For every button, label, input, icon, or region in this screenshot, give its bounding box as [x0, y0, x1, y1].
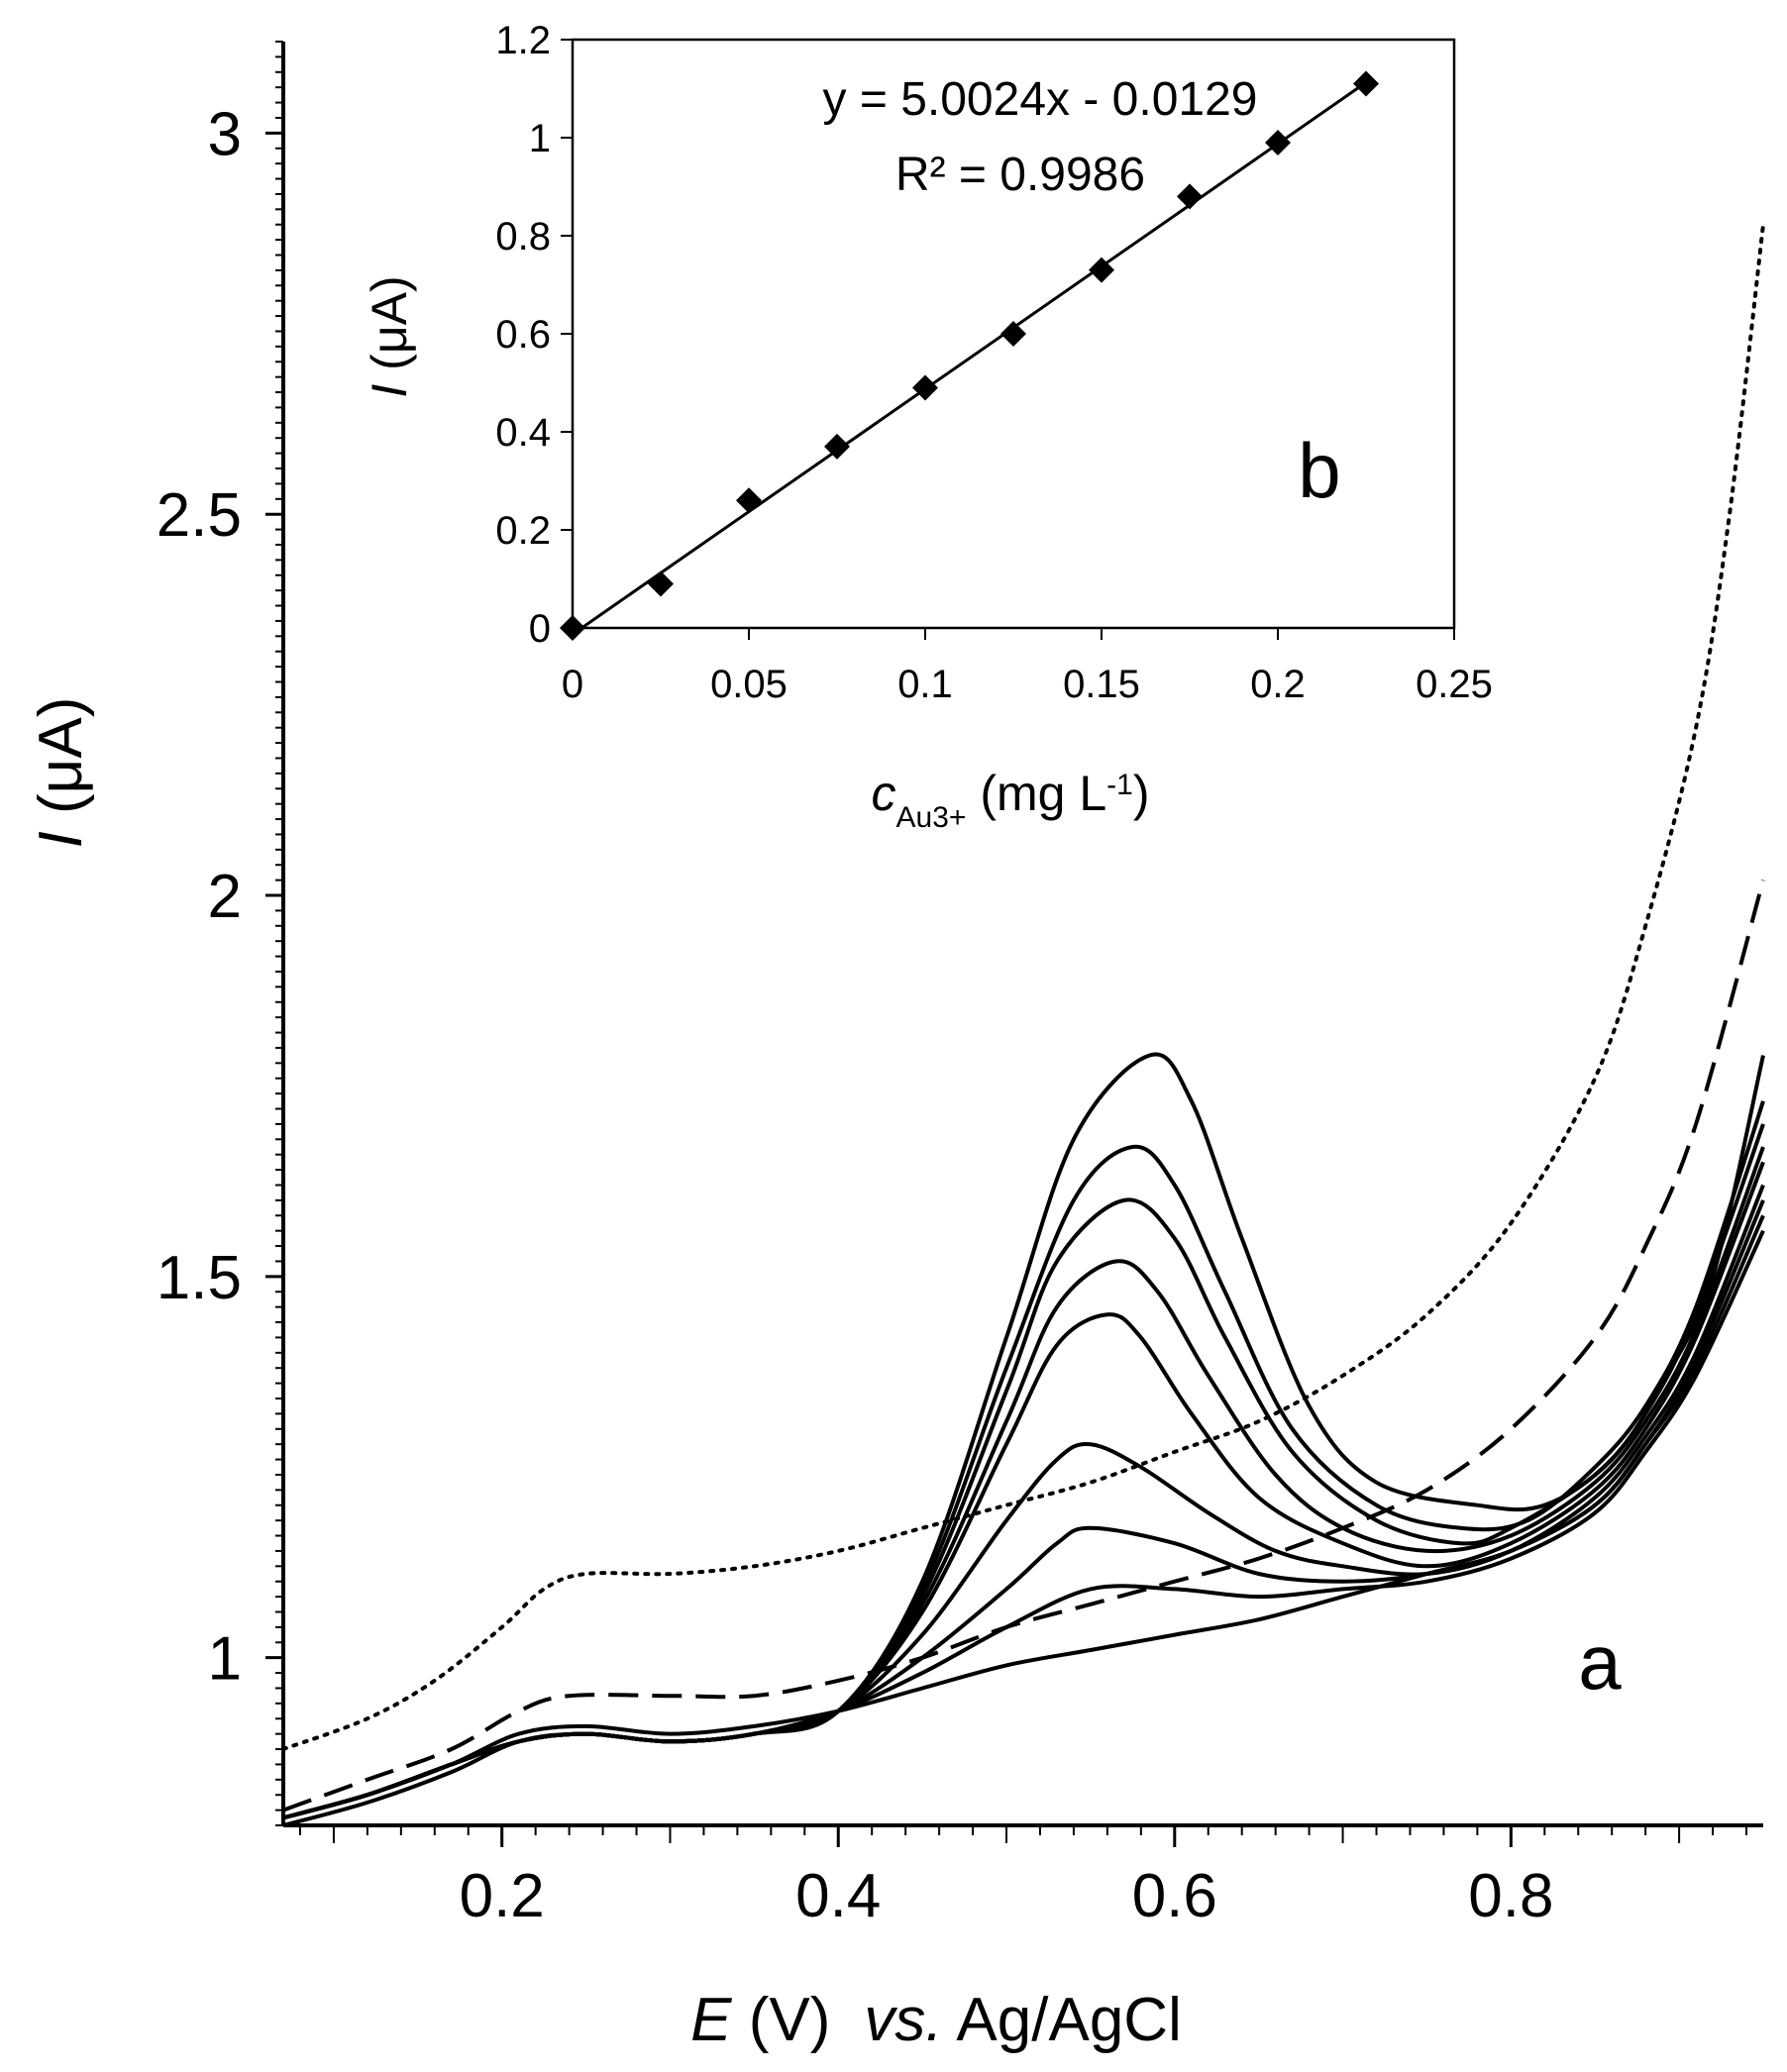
scatter-point [1089, 257, 1114, 283]
main-x-axis-vs: vs. [864, 1986, 942, 2054]
fit-r-squared: R² = 0.9986 [895, 149, 1145, 201]
inset-plot: 0 0.05 0.1 0.15 0.2 0.25 0 0.2 0.4 0.6 0.8 1 1.2 y =… [362, 19, 1493, 834]
inset-x-axis-symbol: c [872, 766, 896, 821]
main-y-tick-label: 3 [208, 100, 242, 168]
scatter-point [1177, 183, 1203, 210]
main-x-tick-label: 0.2 [460, 1862, 545, 1930]
inset-y-tick-label: 1.2 [495, 19, 551, 62]
scatter-point [560, 615, 585, 641]
main-x-axis-symbol: E [690, 1986, 732, 2054]
main-series-dotted [281, 222, 1765, 1751]
scatter-point [824, 433, 850, 460]
main-series-solid-7 [282, 1123, 1765, 1820]
main-x-axis-title: E (V) vs. Ag/AgCl [690, 1986, 1182, 2054]
main-x-tick-label: 0.8 [1468, 1862, 1553, 1930]
inset-x-axis-superscript: -1 [1106, 769, 1133, 801]
main-y-tick-label: 2.5 [157, 481, 242, 550]
inset-y-tick-label: 1 [529, 117, 551, 160]
inset-y-tick-label: 0.6 [495, 313, 551, 357]
main-series-solid-9 [282, 1052, 1765, 1820]
scatter-point [736, 487, 762, 514]
inset-x-tick-label: 0.25 [1416, 663, 1493, 706]
main-y-axis-title: I (μA) [27, 697, 95, 849]
main-y-axis-unit: (μA) [27, 697, 95, 832]
inset-x-tick-label: 0.05 [710, 663, 788, 706]
inset-y-tick-label: 0 [529, 607, 551, 651]
main-series-dashed [282, 880, 1765, 1813]
main-x-axis-unit: (V) [732, 1986, 831, 2054]
inset-x-tick-label: 0.15 [1063, 663, 1140, 706]
main-series-solid-3 [282, 1199, 1765, 1820]
fit-equation: y = 5.0024x - 0.0129 [823, 73, 1258, 126]
scatter-point [1353, 70, 1379, 97]
inset-x-axis-title: cAu3+ (mg L-1) [872, 766, 1150, 834]
main-x-tick-label: 0.4 [795, 1862, 881, 1930]
main-axes: 0.2 0.4 0.6 0.8 1 1.5 2 2.5 3 [157, 41, 1763, 1930]
inset-x-tick-label: 0.2 [1250, 663, 1306, 706]
inset-y-tick-label: 0.4 [495, 411, 551, 455]
inset-y-axis-title: I (μA) [362, 275, 417, 397]
scatter-point [912, 374, 938, 401]
inset-y-axis-symbol: I [362, 384, 417, 398]
inset-x-tick-label: 0 [562, 663, 583, 706]
panel-label-a: a [1578, 1618, 1622, 1706]
inset-y-axis-unit: (μA) [362, 275, 417, 383]
inset-x-axis-subscript: Au3+ [896, 801, 967, 834]
main-y-axis-symbol: I [27, 831, 95, 848]
inset-y-tick-label: 0.2 [495, 509, 551, 553]
main-y-tick-label: 1 [208, 1625, 242, 1694]
inset-axes: 0 0.05 0.1 0.15 0.2 0.25 0 0.2 0.4 0.6 0.8 1 1.2 [495, 19, 1493, 706]
scatter-point [1265, 129, 1291, 155]
main-series-group [281, 222, 1765, 1827]
panel-label-b: b [1298, 427, 1340, 514]
inset-x-tick-label: 0.1 [897, 663, 953, 706]
main-series-solid-1 [282, 1214, 1765, 1820]
inset-x-axis-unit: (mg L [966, 766, 1106, 821]
main-y-tick-label: 2 [208, 863, 242, 931]
scatter-point [1000, 321, 1026, 347]
main-y-tick-label: 1.5 [157, 1244, 242, 1312]
inset-x-axis-close: ) [1133, 766, 1150, 821]
scatter-point [648, 570, 674, 597]
inset-y-tick-label: 0.8 [495, 215, 551, 259]
main-plot: 0.2 0.4 0.6 0.8 1 1.5 2 2.5 3 a I (μA) E (V) vs. … [27, 41, 1765, 2054]
fit-line [581, 81, 1367, 629]
main-series-solid-8 [282, 1100, 1765, 1820]
main-x-tick-label: 0.6 [1132, 1862, 1217, 1930]
main-x-axis-ref: Ag/AgCl [943, 1986, 1182, 2054]
inset-series-group [560, 70, 1379, 641]
